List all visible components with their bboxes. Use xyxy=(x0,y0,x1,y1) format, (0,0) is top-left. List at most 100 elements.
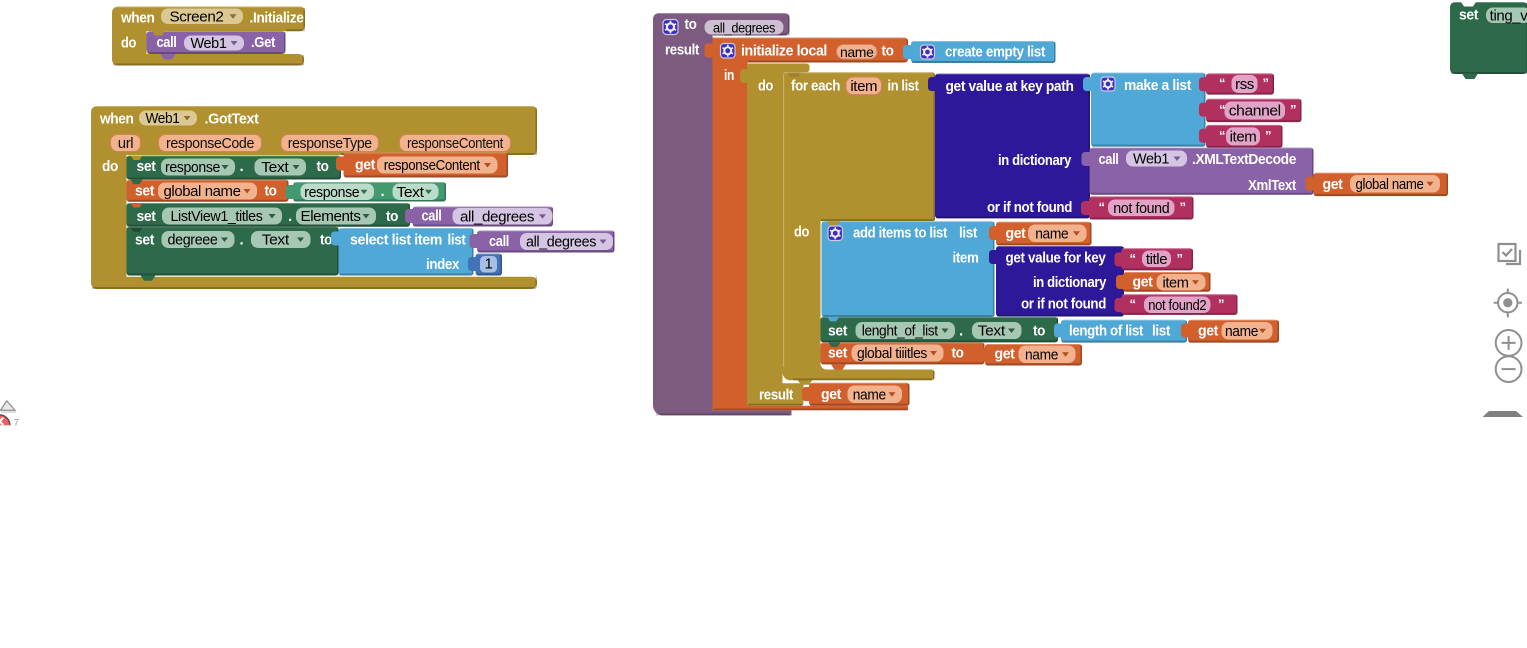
svg-text:get: get xyxy=(821,386,841,403)
svg-text:set: set xyxy=(135,183,154,200)
svg-text:ting_v: ting_v xyxy=(1490,7,1527,24)
svg-text:when: when xyxy=(120,9,155,26)
svg-text:degreee: degreee xyxy=(168,232,218,249)
svg-text:Text: Text xyxy=(978,323,1006,340)
svg-text:”: ” xyxy=(1290,102,1296,117)
svg-text:”: ” xyxy=(1265,128,1271,143)
svg-text:item: item xyxy=(953,250,979,267)
svg-text:Web1: Web1 xyxy=(191,35,227,52)
svg-text:call: call xyxy=(157,34,177,51)
svg-text:lenght_of_list: lenght_of_list xyxy=(862,323,939,340)
svg-text:response: response xyxy=(165,159,220,176)
svg-text:name: name xyxy=(1225,323,1258,340)
svg-text:”: ” xyxy=(1177,251,1183,266)
svg-text:not found2: not found2 xyxy=(1148,297,1206,314)
svg-text:all_degrees: all_degrees xyxy=(713,19,775,35)
svg-text:initialize local: initialize local xyxy=(741,42,827,59)
svg-text:item: item xyxy=(850,78,877,95)
svg-text:all_degrees: all_degrees xyxy=(526,234,596,251)
svg-text:get: get xyxy=(1133,274,1153,291)
svg-text:all_degrees: all_degrees xyxy=(460,208,534,225)
svg-text:to: to xyxy=(952,345,964,362)
svg-text:do: do xyxy=(121,35,136,52)
svg-text:“: “ xyxy=(1219,102,1225,117)
svg-text:to: to xyxy=(386,208,398,225)
svg-text:call: call xyxy=(489,233,509,250)
svg-text:.: . xyxy=(240,158,244,175)
svg-text:.: . xyxy=(240,232,244,249)
svg-text:get: get xyxy=(1198,323,1218,340)
svg-text:Elements: Elements xyxy=(301,208,361,225)
svg-text:get: get xyxy=(1323,176,1343,193)
svg-text:get value for key: get value for key xyxy=(1006,250,1107,267)
svg-text:do: do xyxy=(758,78,773,95)
svg-text:title: title xyxy=(1146,251,1167,268)
svg-text:global tiiitles: global tiiitles xyxy=(857,345,927,362)
svg-text:responseCode: responseCode xyxy=(166,135,254,152)
svg-text:1: 1 xyxy=(485,255,493,272)
svg-text:XmlText: XmlText xyxy=(1248,177,1296,194)
svg-text:to: to xyxy=(685,16,697,33)
svg-text:“: “ xyxy=(1219,128,1225,143)
svg-text:make a list: make a list xyxy=(1124,77,1191,94)
svg-text:Text: Text xyxy=(262,232,290,249)
svg-text:call: call xyxy=(1099,151,1119,168)
svg-text:length of list: length of list xyxy=(1069,323,1143,340)
svg-text:.: . xyxy=(959,323,963,340)
svg-text:list: list xyxy=(448,232,466,249)
svg-text:name: name xyxy=(840,44,874,60)
svg-text:set: set xyxy=(1459,7,1478,24)
svg-text:responseType: responseType xyxy=(288,135,372,152)
svg-text:add items to list: add items to list xyxy=(853,225,947,242)
svg-text:to: to xyxy=(1033,323,1045,340)
svg-text:select list item: select list item xyxy=(350,232,442,249)
svg-text:global name: global name xyxy=(164,183,241,200)
svg-text:to: to xyxy=(320,232,332,249)
svg-text:not found: not found xyxy=(1113,200,1169,217)
svg-text:rss: rss xyxy=(1235,76,1254,93)
svg-text:responseContent: responseContent xyxy=(407,135,504,152)
svg-text:set: set xyxy=(135,232,154,249)
svg-text:“: “ xyxy=(1130,251,1136,266)
svg-text:Web1: Web1 xyxy=(146,110,180,127)
svg-text:set: set xyxy=(828,323,847,340)
svg-text:url: url xyxy=(118,135,134,152)
svg-text:name: name xyxy=(853,386,886,403)
svg-text:ListView1_titles: ListView1_titles xyxy=(171,208,263,225)
svg-text:set: set xyxy=(137,208,156,225)
svg-text:channel: channel xyxy=(1229,103,1281,120)
svg-text:get value at key path: get value at key path xyxy=(946,78,1074,95)
svg-text:list: list xyxy=(959,225,977,242)
svg-text:name: name xyxy=(1025,346,1058,363)
svg-text:response: response xyxy=(304,184,359,201)
svg-text:”: ” xyxy=(1263,76,1269,91)
svg-text:when: when xyxy=(99,111,134,128)
svg-text:.Initialize: .Initialize xyxy=(250,9,304,26)
svg-text:global name: global name xyxy=(1356,176,1424,193)
svg-text:list: list xyxy=(1152,323,1170,340)
svg-text:get: get xyxy=(995,346,1015,363)
svg-text:result: result xyxy=(759,387,793,404)
svg-text:.GotText: .GotText xyxy=(205,111,259,128)
svg-text:.XMLTextDecode: .XMLTextDecode xyxy=(1192,151,1296,168)
svg-text:or if not found: or if not found xyxy=(1021,296,1106,313)
svg-text:.: . xyxy=(381,183,385,200)
svg-text:in list: in list xyxy=(888,78,919,95)
svg-text:Text: Text xyxy=(397,184,425,201)
svg-text:to: to xyxy=(317,158,329,175)
svg-text:to: to xyxy=(882,42,894,59)
svg-text:”: ” xyxy=(1180,200,1186,215)
svg-text:for each: for each xyxy=(791,78,840,95)
svg-text:result: result xyxy=(665,42,699,59)
svg-text:in dictionary: in dictionary xyxy=(998,152,1072,169)
svg-text:index: index xyxy=(426,256,460,273)
svg-text:item: item xyxy=(1163,274,1189,291)
svg-text:Web1: Web1 xyxy=(1133,151,1169,168)
svg-text:item: item xyxy=(1230,129,1257,146)
svg-text:”: ” xyxy=(1218,297,1224,312)
svg-text:Screen2: Screen2 xyxy=(170,8,224,25)
svg-text:.Get: .Get xyxy=(251,34,275,51)
svg-text:do: do xyxy=(794,224,809,241)
svg-text:get: get xyxy=(355,157,375,174)
svg-text:call: call xyxy=(422,208,442,225)
